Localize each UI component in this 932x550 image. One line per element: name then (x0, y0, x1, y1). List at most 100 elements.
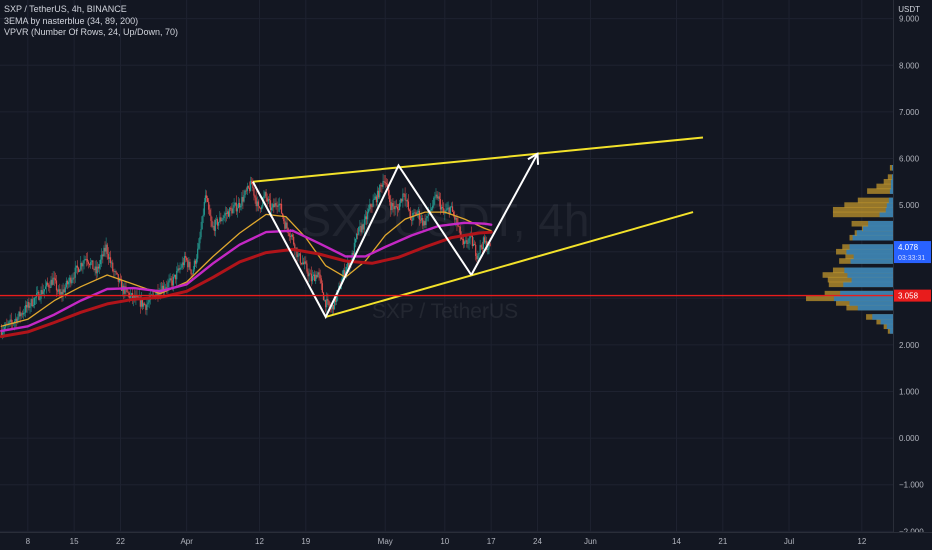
candle-body (199, 237, 201, 244)
candle-body (370, 204, 372, 207)
time-tick-label: 19 (301, 537, 310, 546)
price-axis[interactable]: 9.0008.0007.0006.0005.0004.0003.0002.000… (893, 0, 932, 550)
candle-body (364, 216, 366, 220)
price-tick-label: 7.000 (899, 108, 920, 117)
candle-body (181, 262, 183, 268)
legend-symbol[interactable]: SXP / TetherUS, 4h, BINANCE (4, 4, 127, 14)
price-tick-label: 9.000 (899, 15, 920, 24)
candle-body (401, 198, 403, 202)
candle-body (237, 202, 240, 209)
legend-vpvr-indicator[interactable]: VPVR (Number Of Rows, 24, Up/Down, 70) (4, 27, 179, 37)
candle-body (239, 202, 241, 208)
vp-bar-up (889, 188, 893, 194)
candle-body (118, 278, 120, 282)
candle-body (178, 268, 180, 270)
candle-body (455, 217, 457, 220)
candle-body (405, 199, 407, 201)
candle-body (111, 262, 113, 264)
candle-body (477, 254, 479, 260)
candle-body (435, 194, 437, 197)
candle-body (219, 217, 221, 223)
candle-body (16, 318, 18, 323)
candle-body (437, 196, 439, 199)
candle-body (24, 305, 27, 313)
level-price-label (894, 289, 931, 302)
candle-body (261, 206, 263, 210)
candle-body (191, 273, 193, 275)
time-tick-label: May (378, 537, 393, 546)
vp-bar-up (843, 281, 893, 288)
vp-bar-down (844, 202, 893, 208)
pattern-zigzag[interactable] (252, 163, 473, 320)
candle-body (19, 311, 21, 317)
candle-body (208, 202, 210, 210)
candle-body (193, 260, 195, 270)
drawings (0, 136, 893, 320)
candle-body (230, 207, 232, 209)
candle-body (444, 212, 446, 214)
candle-body (171, 280, 173, 286)
candle-body (45, 282, 48, 287)
price-tick-label: −2.000 (899, 527, 924, 536)
legend-ema-indicator[interactable]: 3EMA by nasterblue (34, 89, 200) (4, 15, 139, 26)
candle-body (222, 218, 224, 220)
candle-body (162, 285, 165, 291)
candle-body (92, 260, 94, 270)
candle-body (316, 274, 318, 278)
vp-bar-up (856, 230, 893, 236)
candle-body (127, 292, 129, 294)
vp-bar-up (886, 202, 893, 208)
candle-body (197, 248, 199, 259)
ema-line-3 (0, 230, 493, 338)
candle-body (27, 301, 29, 308)
candle-body (373, 198, 375, 200)
candle-body (179, 268, 181, 270)
candle-body (290, 234, 293, 237)
candle-body (73, 277, 75, 279)
candle-body (66, 280, 69, 285)
projection-arrow[interactable] (470, 153, 539, 276)
lower-trendline[interactable] (325, 211, 694, 318)
candle-body (143, 303, 145, 307)
candle-body (348, 262, 350, 269)
candle-body (301, 262, 304, 265)
candle-body (288, 233, 290, 237)
time-tick-label: Jun (584, 537, 597, 546)
vp-bar-up (849, 300, 893, 306)
candle-body (408, 209, 411, 211)
candle-body (343, 270, 346, 276)
time-tick-label: 17 (487, 537, 496, 546)
candle-body (342, 270, 344, 278)
grid (0, 0, 893, 532)
candle-body (170, 278, 172, 281)
candle-body (423, 221, 425, 226)
time-axis[interactable]: 8 15 22 Apr 12 19 May 10 17 24 Jun 14 21 Jul 12 (0, 532, 932, 550)
candle-body (63, 289, 65, 293)
candle-body (69, 277, 71, 282)
candle-body (244, 190, 246, 196)
candle-body (425, 218, 427, 226)
candle-body (368, 209, 370, 213)
candle-body (102, 254, 104, 257)
candle-body (226, 211, 229, 215)
candle-body (58, 289, 60, 292)
candle-body (312, 274, 315, 277)
candle-body (347, 262, 349, 268)
candle-body (332, 304, 334, 310)
candle-body (415, 212, 417, 215)
candle-body (220, 217, 222, 222)
level-price-value: 3.058 (898, 292, 919, 301)
candle-body (438, 196, 440, 200)
candle-body (221, 219, 223, 222)
vp-bar-down (832, 211, 893, 218)
candle-body (98, 264, 101, 269)
candle-body (200, 229, 202, 238)
candle-body (454, 214, 456, 220)
price-axis-background (893, 0, 932, 550)
upper-trendline[interactable] (252, 136, 704, 183)
candle-body (360, 226, 362, 233)
current-price-label (894, 241, 931, 264)
candle-body (87, 261, 90, 264)
candle-body (358, 226, 360, 235)
